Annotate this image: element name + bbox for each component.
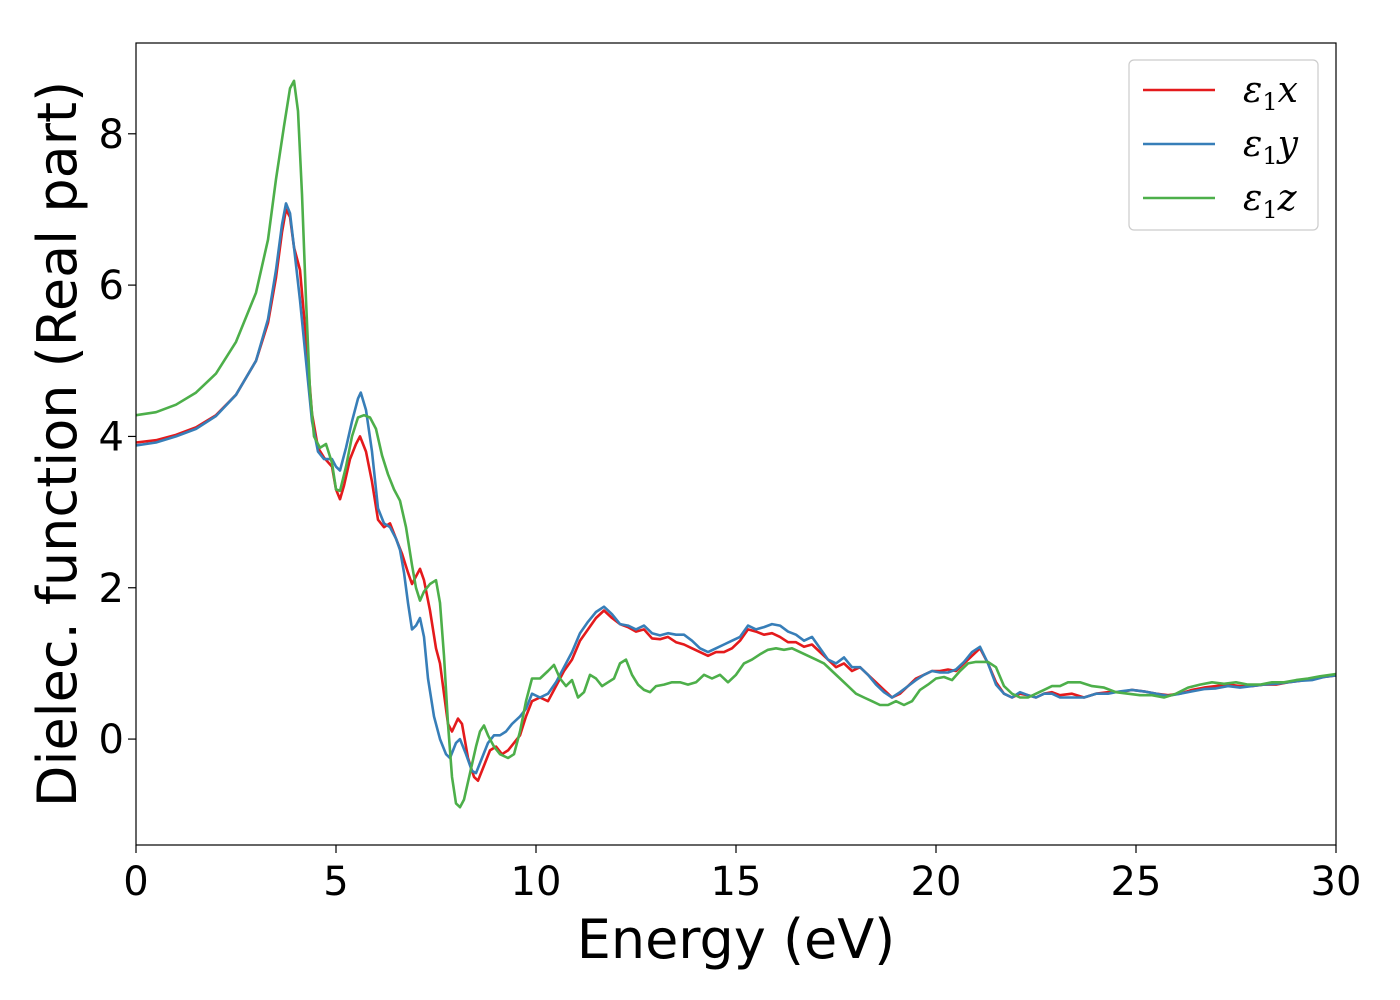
x-tick-label: 20 xyxy=(911,859,962,905)
legend-box xyxy=(1128,59,1319,231)
legend-label-3: ε1z xyxy=(1243,178,1298,224)
x-tick-label: 30 xyxy=(1311,859,1362,905)
x-tick-label: 0 xyxy=(123,859,148,905)
x-tick-label: 5 xyxy=(323,859,348,905)
y-axis: 0 2 4 6 8 xyxy=(99,112,136,763)
legend-label-2: ε1y xyxy=(1243,124,1299,170)
legend-label-1: ε1x xyxy=(1243,70,1298,116)
x-axis: 0 5 10 15 20 25 30 xyxy=(123,845,1361,905)
y-tick-label: 0 xyxy=(99,717,124,763)
x-axis-title: Energy (eV) xyxy=(577,908,896,971)
y-tick-label: 8 xyxy=(99,112,124,158)
y-tick-label: 2 xyxy=(99,566,124,612)
x-tick-label: 15 xyxy=(711,859,762,905)
series-layer xyxy=(136,79,1336,809)
x-tick-label: 10 xyxy=(511,859,562,905)
x-tick-label: 25 xyxy=(1111,859,1162,905)
series-line-2 xyxy=(136,202,1336,775)
y-tick-label: 6 xyxy=(99,263,124,309)
y-axis-title: Dielec. function (Real part) xyxy=(26,81,89,807)
y-tick-label: 4 xyxy=(99,414,124,460)
series-line-3 xyxy=(136,79,1336,809)
legend: ε1x ε1y ε1z xyxy=(1128,59,1319,231)
